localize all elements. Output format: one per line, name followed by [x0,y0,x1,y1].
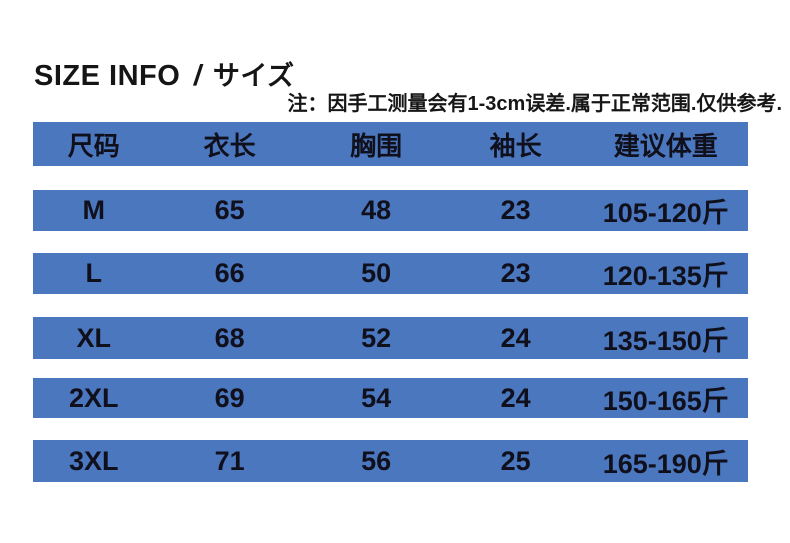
cell-weight: 120-135斤 [602,261,729,291]
page-title: SIZE INFO / サイズ [34,54,295,93]
cell-length: 71 [214,445,245,476]
cell-bust: 48 [361,195,392,225]
cell-sleeve: 23 [500,258,531,288]
column-header-bust: 胸围 [350,130,403,161]
measurement-note: 注：因手工测量会有1-3cm误差.属于正常范围.仅供参考. [287,93,782,115]
cell-weight: 105-120斤 [602,198,729,228]
table-header-row: 尺码 衣长 胸围 袖长 建议体重 [33,122,748,166]
cell-bust: 54 [361,382,392,413]
table-row: M 65 48 23 105-120斤 [33,190,748,231]
cell-bust: 52 [361,322,392,353]
size-table: 尺码 衣长 胸围 袖长 建议体重 M 65 48 23 105-120斤 L 6… [33,122,748,483]
cell-sleeve: 25 [500,445,531,476]
title-separator: / [192,60,206,92]
cell-size: M [82,195,106,225]
cell-size: 2XL [69,382,119,413]
cell-size: L [85,258,103,288]
cell-sleeve: 24 [500,382,531,413]
column-header-weight: 建议体重 [613,130,718,161]
cell-weight: 135-150斤 [602,325,729,356]
cell-size: 3XL [69,445,119,476]
column-header-size: 尺码 [67,130,120,161]
table-row: XL 68 52 24 135-150斤 [33,317,748,359]
cell-sleeve: 23 [500,195,531,225]
title-japanese: サイズ [212,61,295,91]
table-row: L 66 50 23 120-135斤 [33,253,748,294]
cell-length: 66 [214,258,245,288]
table-row: 3XL 71 56 25 165-190斤 [33,440,748,482]
cell-bust: 56 [361,445,392,476]
cell-bust: 50 [361,258,392,288]
title-english: SIZE INFO [34,60,181,92]
cell-sleeve: 24 [500,322,531,353]
column-header-sleeve: 袖长 [489,130,542,161]
cell-weight: 150-165斤 [602,385,729,416]
cell-weight: 165-190斤 [602,448,729,479]
cell-length: 69 [214,382,245,413]
cell-length: 68 [214,322,245,353]
column-header-length: 衣长 [203,130,256,161]
table-row: 2XL 69 54 24 150-165斤 [33,378,748,418]
cell-length: 65 [214,195,245,225]
cell-size: XL [76,322,112,353]
